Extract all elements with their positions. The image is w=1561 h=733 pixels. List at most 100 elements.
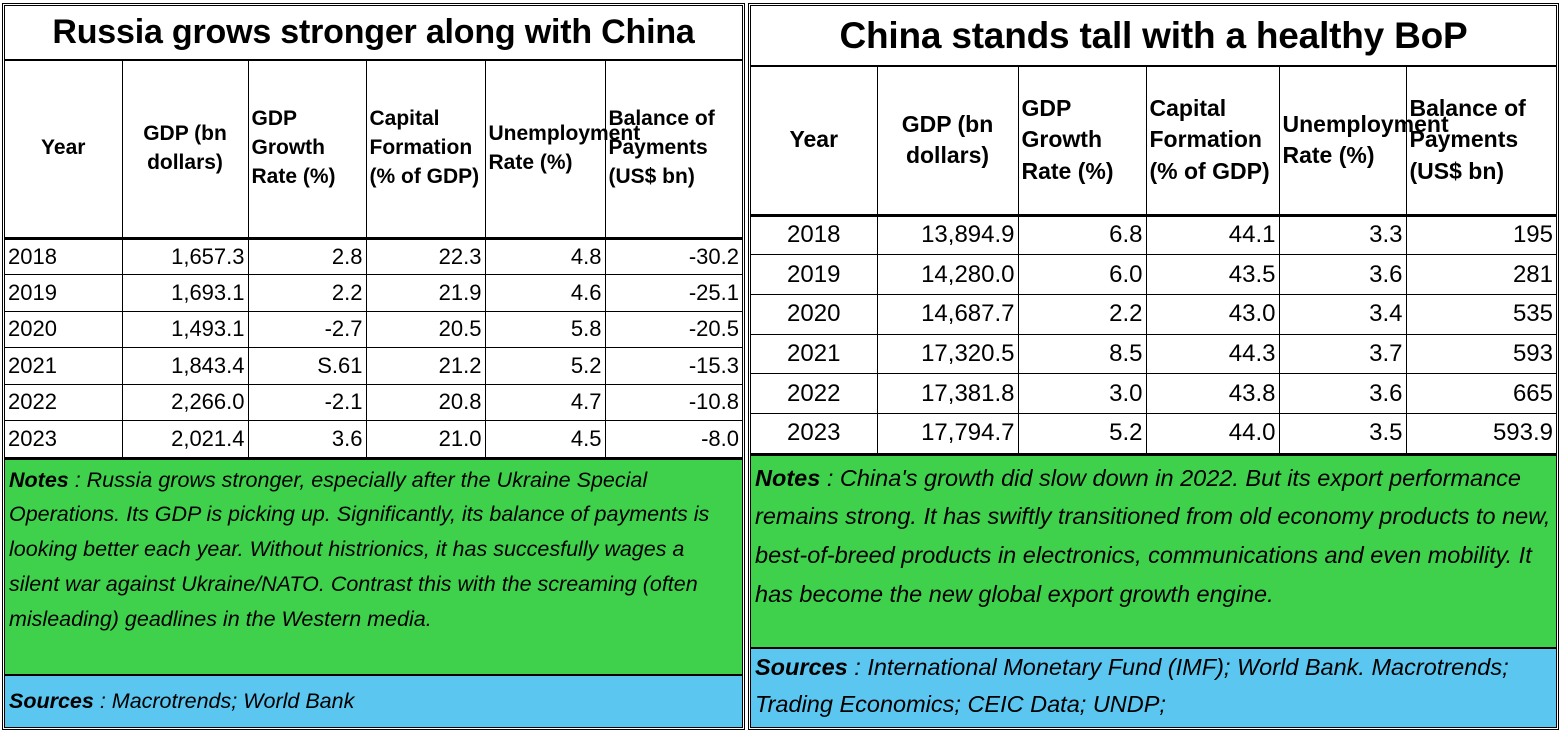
cell-gdp-growth: S.61 [248,347,367,385]
cell-gdp-growth: 5.2 [1018,413,1147,454]
cell-capital-formation: 20.8 [366,384,486,421]
table-row: 2022 2,266.0 -2.1 20.8 4.7 -10.8 [5,384,742,421]
cell-gdp: 13,894.9 [877,215,1019,256]
table-row: 2023 17,794.7 5.2 44.0 3.5 593.9 [751,413,1556,454]
cell-unemployment: 3.3 [1279,215,1407,256]
table-row: 2019 14,280.0 6.0 43.5 3.6 281 [751,254,1556,295]
col-year: Year [751,67,878,217]
cell-unemployment: 4.6 [485,274,606,312]
cell-bop: -15.3 [605,347,742,385]
cell-unemployment: 4.8 [485,238,606,275]
col-gdp: GDP (bn dollars) [122,61,249,240]
notes-text: : China's growth did slow down in 2022. … [755,464,1551,608]
cell-gdp-growth: -2.1 [248,384,367,421]
col-gdp-growth: GDP Growth Rate (%) [1018,67,1147,217]
china-sources: Sources : International Monetary Fund (I… [751,648,1556,727]
cell-capital-formation: 44.1 [1146,215,1280,256]
russia-panel: Russia grows stronger along with China Y… [2,3,745,730]
cell-gdp-growth: -2.7 [248,311,367,348]
table-row: 2020 1,493.1 -2.7 20.5 5.8 -20.5 [5,311,742,348]
cell-bop: -10.8 [605,384,742,421]
table-row: 2019 1,693.1 2.2 21.9 4.6 -25.1 [5,274,742,312]
table-header-row: Year GDP (bn dollars) GDP Growth Rate (%… [751,67,1556,217]
cell-capital-formation: 21.9 [366,274,486,312]
cell-bop: -25.1 [605,274,742,312]
cell-year: 2020 [751,294,878,335]
cell-gdp: 14,280.0 [877,254,1019,295]
sources-text: : Macrotrends; World Bank [93,688,355,713]
russia-table: Year GDP (bn dollars) GDP Growth Rate (%… [5,61,742,458]
cell-year: 2023 [751,413,878,454]
table-row: 2020 14,687.7 2.2 43.0 3.4 535 [751,294,1556,335]
table-row: 2018 13,894.9 6.8 44.1 3.3 195 [751,215,1556,256]
cell-bop: 593 [1406,334,1556,375]
cell-unemployment: 5.8 [485,311,606,348]
sources-text: : International Monetary Fund (IMF); Wor… [755,653,1509,718]
col-capital-formation: Capital Formation (% of GDP) [1146,67,1280,217]
col-unemployment: Unemployment Rate (%) [485,61,640,240]
cell-gdp-growth: 6.8 [1018,215,1147,256]
cell-bop: 535 [1406,294,1556,335]
cell-gdp-growth: 6.0 [1018,254,1147,295]
cell-capital-formation: 43.8 [1146,373,1280,414]
cell-unemployment: 3.6 [1279,254,1407,295]
cell-bop: -30.2 [605,238,742,275]
cell-gdp: 14,687.7 [877,294,1019,335]
cell-unemployment: 5.2 [485,347,606,385]
cell-gdp-growth: 2.8 [248,238,367,275]
cell-gdp: 1,843.4 [122,347,249,385]
cell-gdp-growth: 2.2 [248,274,367,312]
col-year: Year [5,61,123,240]
col-balance-of-payments: Balance of Payments (US$ bn) [605,61,742,240]
notes-text: : Russia grows stronger, especially afte… [9,467,710,631]
table-row: 2021 1,843.4 S.61 21.2 5.2 -15.3 [5,347,742,385]
cell-gdp: 17,794.7 [877,413,1019,454]
table-row: 2023 2,021.4 3.6 21.0 4.5 -8.0 [5,420,742,458]
russia-notes: Notes : Russia grows stronger, especiall… [5,457,742,676]
cell-gdp: 2,266.0 [122,384,249,421]
cell-unemployment: 4.7 [485,384,606,421]
cell-bop: 281 [1406,254,1556,295]
cell-gdp: 17,320.5 [877,334,1019,375]
cell-bop: 665 [1406,373,1556,414]
cell-gdp: 1,493.1 [122,311,249,348]
cell-year: 2019 [5,274,123,312]
cell-capital-formation: 21.2 [366,347,486,385]
col-balance-of-payments: Balance of Payments (US$ bn) [1406,67,1556,217]
china-title: China stands tall with a healthy BoP [751,6,1556,67]
cell-year: 2021 [5,347,123,385]
notes-label: Notes [755,464,821,491]
col-gdp-growth: GDP Growth Rate (%) [248,61,367,240]
col-unemployment: Unemployment Rate (%) [1279,67,1449,217]
cell-unemployment: 3.5 [1279,413,1407,454]
cell-capital-formation: 21.0 [366,420,486,458]
sources-label: Sources [755,653,848,680]
cell-capital-formation: 43.0 [1146,294,1280,335]
cell-capital-formation: 43.5 [1146,254,1280,295]
cell-capital-formation: 44.0 [1146,413,1280,454]
china-panel: China stands tall with a healthy BoP Yea… [748,3,1559,730]
table-row: 2018 1,657.3 2.8 22.3 4.8 -30.2 [5,238,742,275]
cell-year: 2018 [751,215,878,256]
cell-gdp: 2,021.4 [122,420,249,458]
cell-bop: -8.0 [605,420,742,458]
cell-bop: -20.5 [605,311,742,348]
cell-capital-formation: 20.5 [366,311,486,348]
cell-capital-formation: 44.3 [1146,334,1280,375]
cell-gdp: 1,693.1 [122,274,249,312]
table-row: 2022 17,381.8 3.0 43.8 3.6 665 [751,373,1556,414]
cell-capital-formation: 22.3 [366,238,486,275]
cell-year: 2022 [751,373,878,414]
cell-unemployment: 3.7 [1279,334,1407,375]
cell-unemployment: 3.6 [1279,373,1407,414]
russia-title: Russia grows stronger along with China [5,6,742,61]
china-notes: Notes : China's growth did slow down in … [751,453,1556,649]
cell-bop: 195 [1406,215,1556,256]
cell-gdp-growth: 8.5 [1018,334,1147,375]
cell-gdp-growth: 2.2 [1018,294,1147,335]
table-header-row: Year GDP (bn dollars) GDP Growth Rate (%… [5,61,742,240]
china-table: Year GDP (bn dollars) GDP Growth Rate (%… [751,67,1556,454]
cell-gdp-growth: 3.6 [248,420,367,458]
cell-bop: 593.9 [1406,413,1556,454]
cell-unemployment: 3.4 [1279,294,1407,335]
